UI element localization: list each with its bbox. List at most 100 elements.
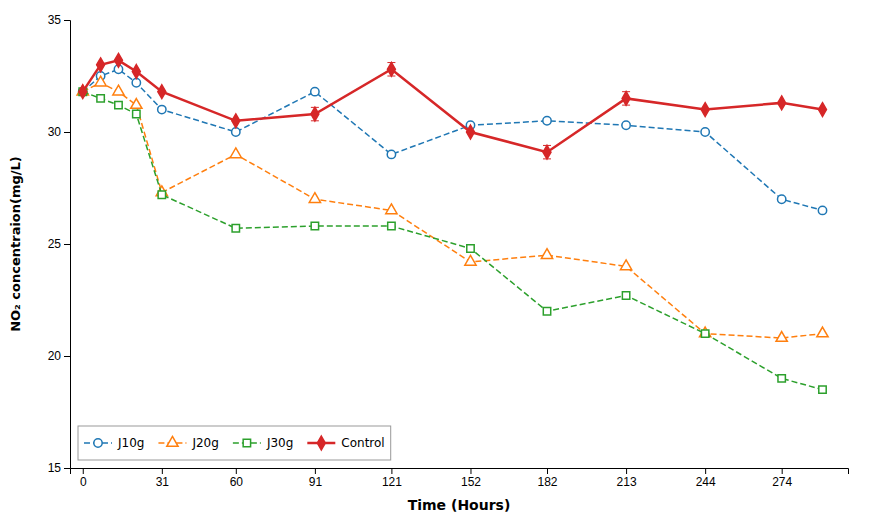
- x-tick-label: 31: [156, 475, 170, 489]
- legend-entry: J10g: [84, 436, 144, 450]
- point: [819, 386, 826, 393]
- series: [77, 76, 828, 341]
- x-tick: 182: [537, 468, 557, 489]
- point: [818, 206, 826, 214]
- point: [778, 375, 785, 382]
- legend-symbol: [317, 436, 325, 450]
- error-bar: [311, 107, 319, 120]
- point: [819, 103, 827, 117]
- point: [232, 225, 239, 232]
- y-tick-mark: [64, 244, 70, 245]
- x-tick-label: 91: [309, 475, 323, 489]
- legend: J10g J20g J30g Control: [78, 426, 391, 460]
- x-tick-mark: [470, 468, 471, 474]
- legend-entry: J20g: [158, 436, 218, 450]
- point: [133, 110, 140, 117]
- point: [541, 249, 552, 259]
- x-tick-label: 244: [696, 475, 716, 489]
- series-line: [83, 83, 823, 338]
- x-tick: 152: [461, 468, 481, 489]
- y-tick: 35: [48, 13, 70, 27]
- point: [466, 125, 474, 139]
- x-tick-mark: [315, 468, 316, 474]
- legend-label: J20g: [191, 436, 218, 450]
- error-bar: [622, 92, 630, 105]
- y-tick: 30: [48, 125, 70, 139]
- plot: 03160911211521822132442741520253035J10gJ…: [48, 13, 849, 488]
- legend-symbol: [243, 439, 250, 446]
- legend-symbol: [167, 436, 178, 446]
- point: [776, 332, 787, 342]
- x-tick-label: 152: [461, 475, 481, 489]
- point: [543, 145, 551, 159]
- point: [465, 255, 476, 265]
- point: [622, 121, 630, 129]
- point: [230, 148, 241, 158]
- x-tick-mark: [626, 468, 627, 474]
- point: [620, 260, 631, 270]
- point: [701, 128, 709, 136]
- x-tick-label: 121: [382, 475, 402, 489]
- series-line: [83, 60, 823, 152]
- point: [113, 85, 124, 95]
- y-tick-mark: [64, 356, 70, 357]
- y-tick: 20: [48, 349, 70, 363]
- legend-symbol: [94, 439, 102, 447]
- point: [777, 195, 785, 203]
- y-tick-label: 15: [48, 461, 62, 475]
- y-axis-line: [64, 21, 71, 469]
- y-axis: 15 20 25 30 35: [48, 13, 71, 475]
- x-tick-mark: [782, 468, 783, 474]
- y-tick-label: 35: [48, 13, 62, 27]
- x-tick: 121: [382, 468, 402, 489]
- x-tick-label: 0: [80, 475, 87, 489]
- point: [701, 330, 708, 337]
- y-tick-label: 20: [48, 349, 62, 363]
- error-bar: [387, 63, 395, 76]
- series-line: [83, 92, 823, 390]
- series: [79, 53, 827, 159]
- x-tick: 213: [617, 468, 637, 489]
- series-line: [83, 69, 823, 210]
- x-tick-mark: [391, 468, 392, 474]
- point: [158, 191, 165, 198]
- point: [778, 96, 786, 110]
- point: [700, 327, 711, 337]
- x-tick: 274: [772, 468, 792, 489]
- point: [311, 222, 318, 229]
- point: [232, 114, 240, 128]
- x-tick-label: 182: [537, 475, 557, 489]
- point: [132, 65, 140, 79]
- legend-frame: [78, 426, 391, 460]
- series: [79, 88, 826, 393]
- point: [158, 105, 166, 113]
- legend-label: Control: [341, 436, 384, 450]
- point: [97, 95, 104, 102]
- point: [388, 222, 395, 229]
- y-tick-mark: [64, 468, 70, 469]
- y-tick: 25: [48, 237, 70, 251]
- point: [387, 62, 395, 76]
- x-tick: 31: [156, 468, 170, 489]
- point: [622, 292, 629, 299]
- x-axis-title: Time (Hours): [408, 497, 511, 513]
- legend-label: J10g: [117, 436, 144, 450]
- x-tick-label: 60: [230, 475, 244, 489]
- chart: 03160911211521822132442741520253035J10gJ…: [0, 0, 872, 524]
- point: [95, 76, 106, 86]
- y-tick-mark: [64, 20, 70, 21]
- x-tick-label: 213: [617, 475, 637, 489]
- y-tick-label: 25: [48, 237, 62, 251]
- point: [622, 91, 630, 105]
- point: [543, 307, 550, 314]
- point: [701, 103, 709, 117]
- x-tick: 0: [80, 468, 87, 489]
- x-axis: 0 31 60 91 121 152 182 213 244 274: [71, 468, 849, 489]
- point: [97, 58, 105, 72]
- point: [158, 85, 166, 99]
- y-tick: 15: [48, 461, 70, 475]
- legend-label: J30g: [266, 436, 293, 450]
- y-tick-mark: [64, 132, 70, 133]
- point: [114, 53, 122, 67]
- marks: [77, 53, 828, 393]
